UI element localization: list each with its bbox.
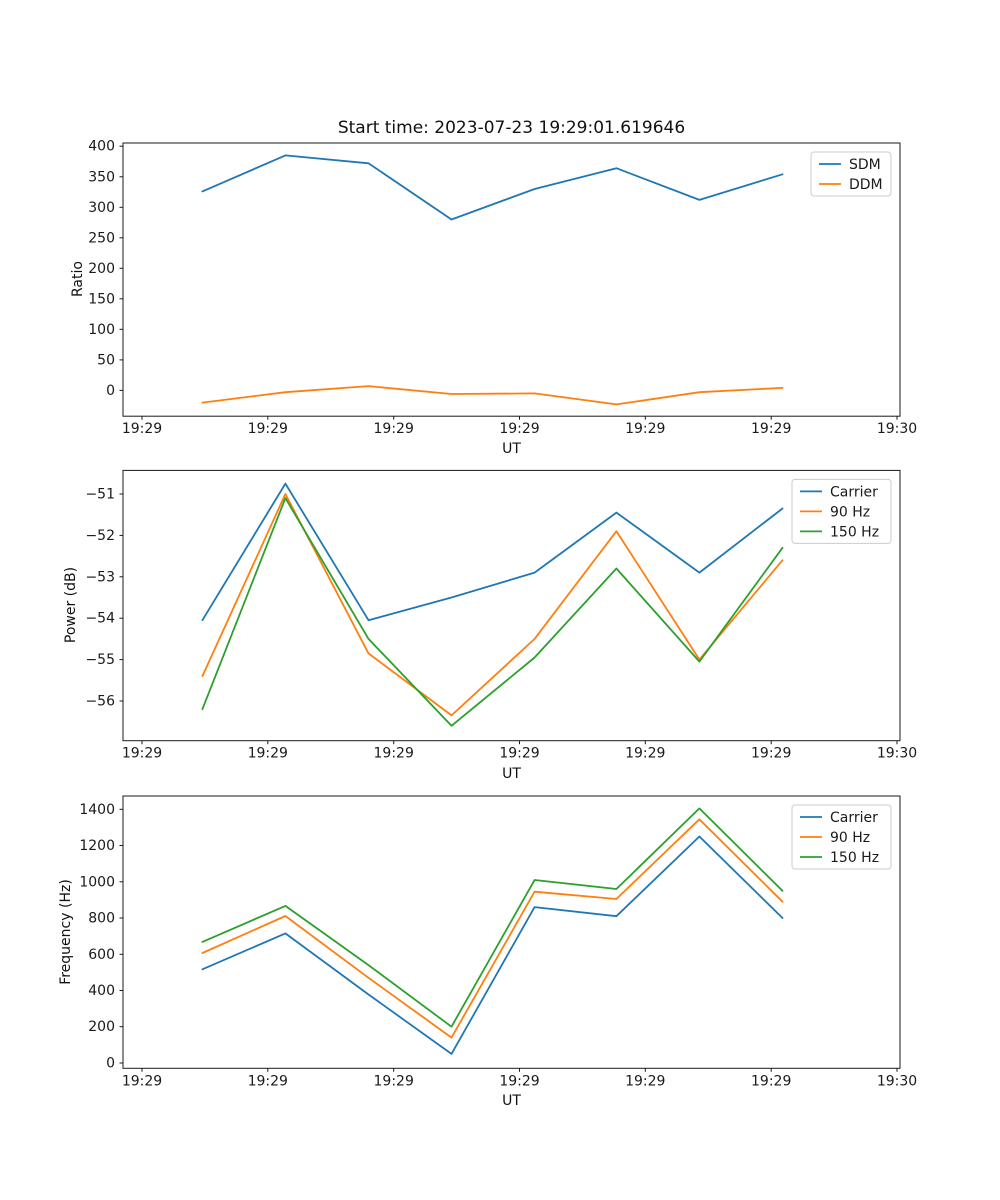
x-tick-label: 19:29 bbox=[625, 421, 665, 437]
x-tick-label: 19:29 bbox=[248, 746, 288, 762]
frequency-chart: 19:29 19:29 19:29 19:29 19:29 19:29 19:30 0 200 4… bbox=[79, 795, 917, 1089]
x-tick-label: 19:29 bbox=[625, 746, 665, 762]
plot-area bbox=[122, 142, 901, 417]
y-tick-label: 600 bbox=[88, 947, 115, 963]
xlabel-ut-top: UT bbox=[502, 441, 521, 457]
legend bbox=[791, 478, 892, 544]
x-tick-label: 19:29 bbox=[122, 421, 162, 437]
legend-label: 90 Hz bbox=[830, 830, 870, 846]
x-tick-label: 19:30 bbox=[877, 421, 917, 437]
power-chart: 19:29 19:29 19:29 19:29 19:29 19:29 19:30 −56 −5… bbox=[85, 469, 917, 762]
x-tick-label: 19:29 bbox=[122, 1073, 162, 1089]
plot-area bbox=[122, 795, 901, 1069]
x-tick-label: 19:29 bbox=[374, 421, 414, 437]
x-tick-label: 19:29 bbox=[374, 746, 414, 762]
xlabel-ut-bottom: UT bbox=[502, 1093, 521, 1109]
series-line-150-hz bbox=[201, 807, 784, 1028]
y-tick-label: 1200 bbox=[79, 838, 115, 854]
x-tick-label: 19:29 bbox=[751, 746, 791, 762]
y-tick-label: 150 bbox=[88, 291, 115, 307]
legend-label: Carrier bbox=[830, 484, 878, 500]
legend bbox=[791, 804, 892, 870]
legend-label: 90 Hz bbox=[830, 504, 870, 520]
x-tick-label: 19:29 bbox=[499, 1073, 539, 1089]
y-tick-label: 50 bbox=[97, 352, 115, 368]
legend-label: 150 Hz bbox=[830, 850, 879, 866]
y-tick-label: 800 bbox=[88, 911, 115, 927]
x-tick-label: 19:29 bbox=[499, 421, 539, 437]
y-tick-label: 0 bbox=[106, 1056, 115, 1072]
series-line-90-hz bbox=[201, 818, 784, 1039]
x-tick-label: 19:29 bbox=[499, 746, 539, 762]
y-tick-label: −51 bbox=[85, 487, 115, 503]
plot-area bbox=[122, 469, 901, 742]
y-tick-label: −54 bbox=[85, 611, 115, 627]
series-line-150-hz bbox=[201, 497, 784, 727]
ylabel-power: Power (dB) bbox=[63, 566, 79, 644]
y-tick-label: −56 bbox=[85, 694, 115, 710]
y-tick-label: 100 bbox=[88, 322, 115, 338]
x-tick-label: 19:29 bbox=[751, 1073, 791, 1089]
x-tick-label: 19:30 bbox=[877, 746, 917, 762]
y-tick-label: 400 bbox=[88, 139, 115, 155]
x-tick-label: 19:29 bbox=[751, 421, 791, 437]
y-tick-label: 1000 bbox=[79, 874, 115, 890]
y-tick-label: 400 bbox=[88, 983, 115, 999]
x-tick-label: 19:29 bbox=[248, 421, 288, 437]
ylabel-frequency: Frequency (Hz) bbox=[58, 879, 74, 985]
ylabel-ratio: Ratio bbox=[70, 261, 86, 297]
ratio-chart: 19:29 19:29 19:29 19:29 19:29 19:29 19:30 0 50 10… bbox=[88, 139, 917, 438]
x-tick-label: 19:29 bbox=[625, 1073, 665, 1089]
x-tick-label: 19:30 bbox=[877, 1073, 917, 1089]
series-line-carrier bbox=[201, 482, 784, 622]
y-tick-label: 300 bbox=[88, 200, 115, 216]
series-line-sdm bbox=[201, 154, 784, 221]
y-tick-label: 350 bbox=[88, 169, 115, 185]
y-tick-label: 200 bbox=[88, 1019, 115, 1035]
series-line-carrier bbox=[201, 835, 784, 1055]
y-tick-label: 200 bbox=[88, 261, 115, 277]
x-tick-label: 19:29 bbox=[122, 746, 162, 762]
series-line-ddm bbox=[201, 385, 784, 406]
y-tick-label: −53 bbox=[85, 569, 115, 585]
x-tick-label: 19:29 bbox=[374, 1073, 414, 1089]
legend-label: SDM bbox=[849, 157, 881, 173]
legend-label: Carrier bbox=[830, 810, 878, 826]
series-line-90-hz bbox=[201, 493, 784, 717]
y-tick-label: −52 bbox=[85, 528, 115, 544]
y-tick-label: −55 bbox=[85, 652, 115, 668]
legend bbox=[810, 151, 892, 197]
x-tick-label: 19:29 bbox=[248, 1073, 288, 1089]
y-tick-label: 0 bbox=[106, 383, 115, 399]
legend-label: 150 Hz bbox=[830, 524, 879, 540]
figure-title: Start time: 2023-07-23 19:29:01.619646 bbox=[337, 118, 686, 138]
y-tick-label: 1400 bbox=[79, 802, 115, 818]
y-tick-label: 250 bbox=[88, 230, 115, 246]
xlabel-ut-middle: UT bbox=[502, 766, 521, 782]
legend-label: DDM bbox=[849, 177, 883, 193]
